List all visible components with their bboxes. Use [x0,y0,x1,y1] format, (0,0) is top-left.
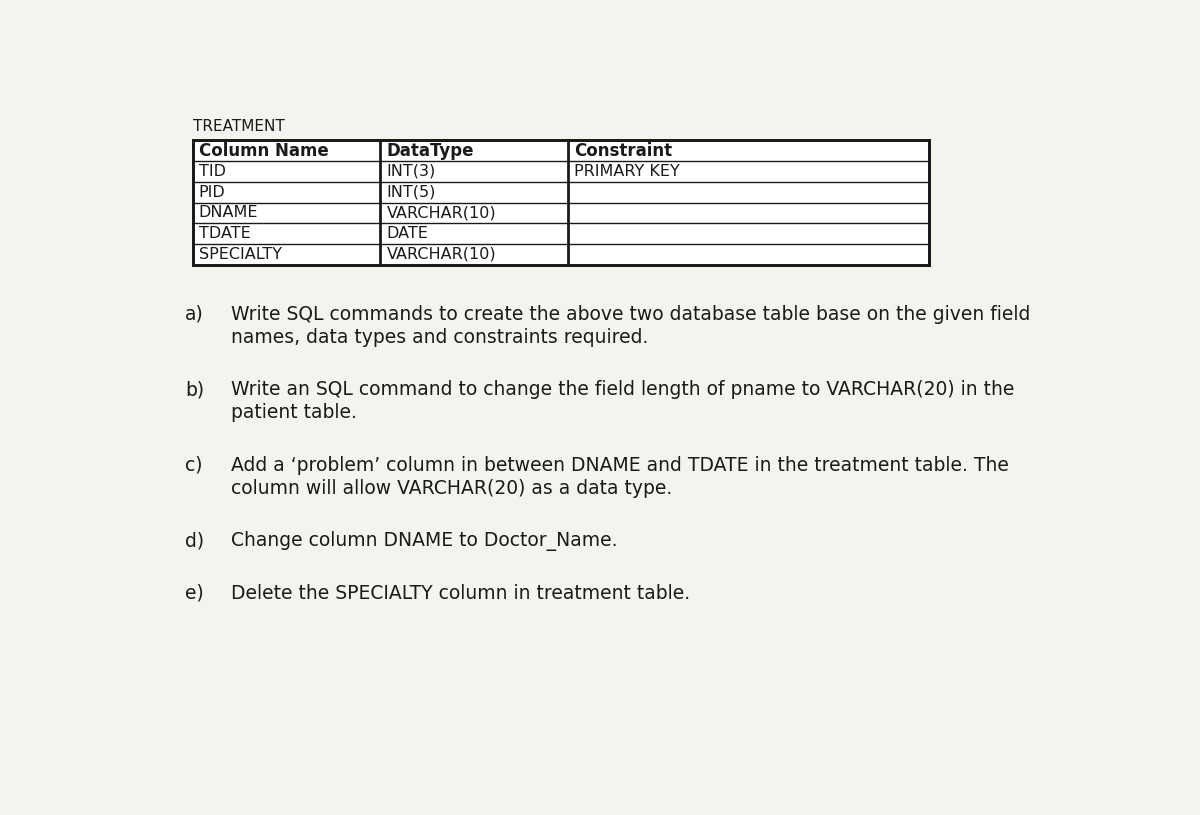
Text: VARCHAR(10): VARCHAR(10) [386,205,496,220]
Text: Write SQL commands to create the above two database table base on the given fiel: Write SQL commands to create the above t… [232,305,1031,324]
Text: Constraint: Constraint [575,142,672,160]
Text: Add a ‘problem’ column in between DNAME and TDATE in the treatment table. The: Add a ‘problem’ column in between DNAME … [232,456,1009,475]
Text: SPECIALTY: SPECIALTY [199,247,282,262]
Text: Column Name: Column Name [199,142,329,160]
Text: TDATE: TDATE [199,227,251,241]
Text: patient table.: patient table. [232,403,358,422]
Text: INT(5): INT(5) [386,185,436,200]
Text: Change column DNAME to Doctor_Name.: Change column DNAME to Doctor_Name. [232,531,618,551]
Bar [193,140,929,265]
Text: DNAME: DNAME [199,205,258,220]
Text: e): e) [185,584,204,602]
Text: VARCHAR(10): VARCHAR(10) [386,247,496,262]
Text: Write an SQL command to change the field length of pname to VARCHAR(20) in the: Write an SQL command to change the field… [232,381,1015,399]
Text: PID: PID [199,185,226,200]
Text: DataType: DataType [386,142,474,160]
Text: names, data types and constraints required.: names, data types and constraints requir… [232,328,649,347]
Text: b): b) [185,381,204,399]
Text: PRIMARY KEY: PRIMARY KEY [575,164,680,178]
Text: d): d) [185,531,204,550]
Text: Delete the SPECIALTY column in treatment table.: Delete the SPECIALTY column in treatment… [232,584,690,602]
Text: INT(3): INT(3) [386,164,436,178]
Text: c): c) [185,456,203,475]
Text: TID: TID [199,164,226,178]
Text: TREATMENT: TREATMENT [193,119,284,134]
Text: column will allow VARCHAR(20) as a data type.: column will allow VARCHAR(20) as a data … [232,479,673,498]
Text: a): a) [185,305,204,324]
Text: DATE: DATE [386,227,428,241]
